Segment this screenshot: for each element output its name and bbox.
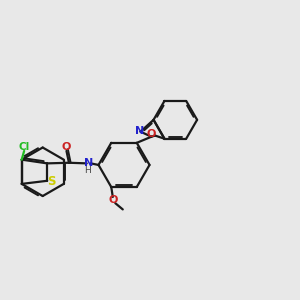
Text: N: N [84,158,93,168]
Text: O: O [108,195,118,206]
Text: O: O [62,142,71,152]
Text: Cl: Cl [19,142,30,152]
Text: O: O [147,129,156,139]
Text: H: H [84,166,91,175]
Text: S: S [47,175,56,188]
Text: N: N [135,126,145,136]
